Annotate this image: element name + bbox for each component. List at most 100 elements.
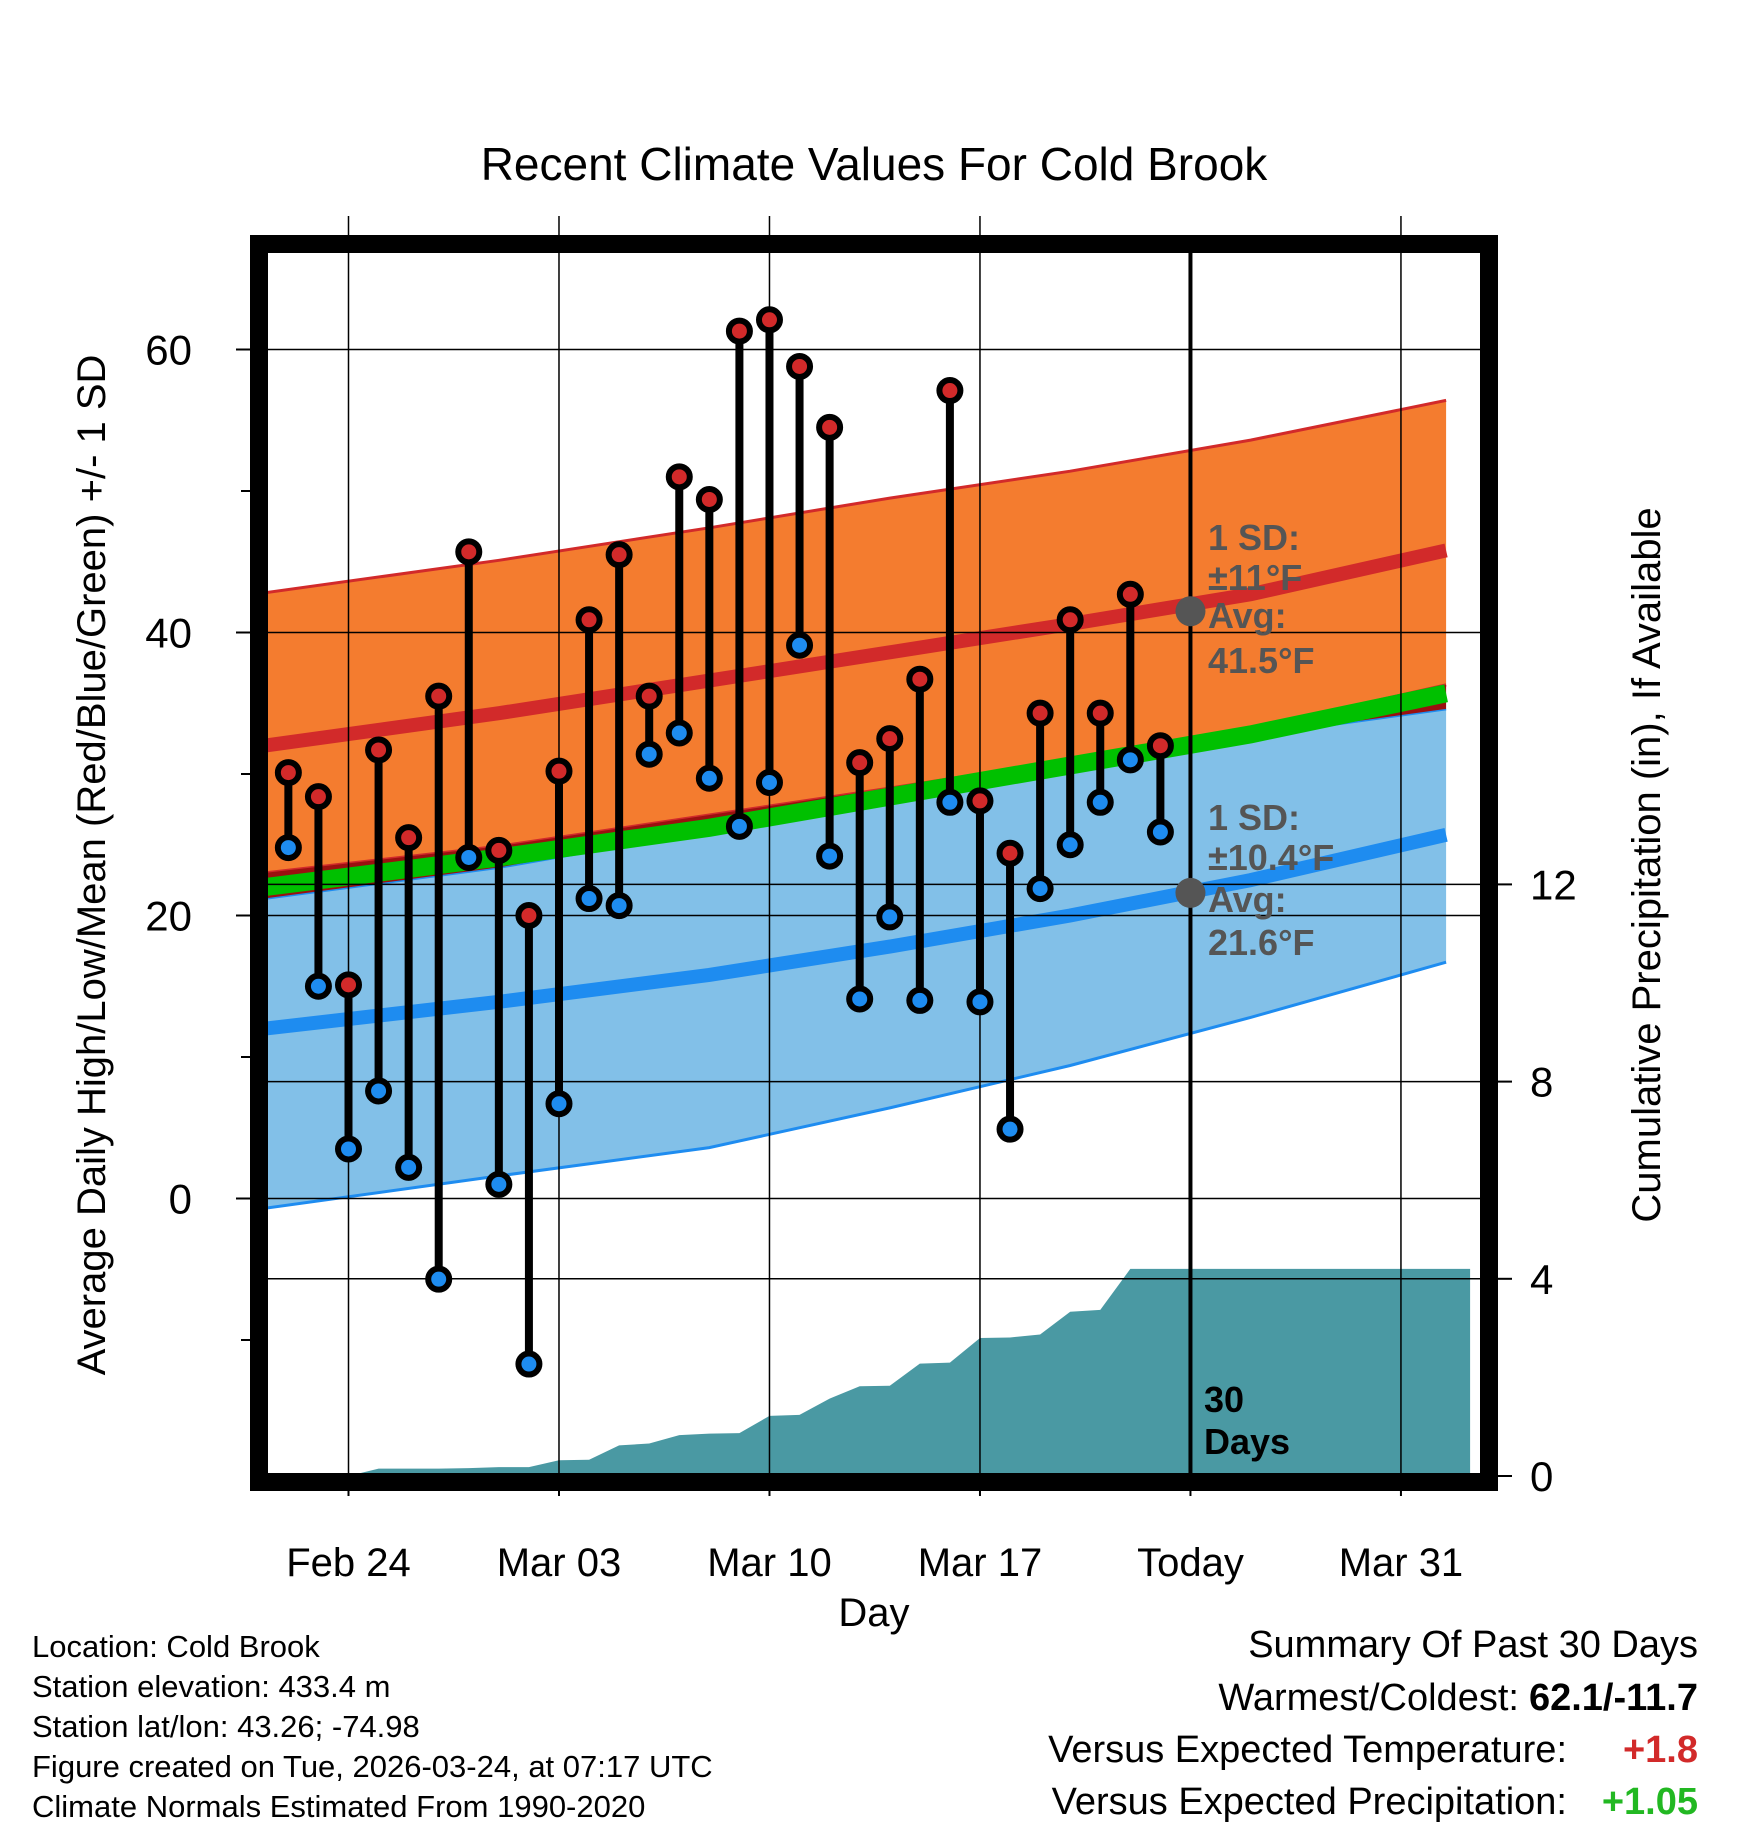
low-point-24	[996, 1115, 1024, 1143]
high-point-25	[1026, 699, 1054, 727]
high-point-19	[846, 749, 874, 777]
high-point-3	[365, 736, 393, 764]
normal-high-mean-line	[266, 543, 1448, 753]
high-point-16	[755, 306, 783, 334]
low-point-2	[335, 1135, 362, 1163]
low-point-12	[635, 740, 663, 768]
high-point-26	[1056, 606, 1084, 634]
y2-tick-label-3: 12	[1530, 861, 1577, 908]
y-tick-label-0: 0	[169, 1176, 192, 1223]
precip-area	[356, 1268, 1471, 1474]
low-point-0	[274, 834, 302, 862]
low-point-29	[1146, 818, 1174, 846]
low-point-19	[846, 985, 874, 1013]
low-point-27	[1086, 788, 1114, 816]
low-point-21	[906, 986, 934, 1014]
high-point-23	[966, 787, 994, 815]
high-point-7	[485, 836, 513, 864]
y-tick-label-3: 60	[145, 327, 192, 374]
high-point-8	[515, 902, 543, 929]
footer-latlon: Station lat/lon: 43.26; -74.98	[32, 1709, 420, 1744]
high-point-10	[575, 606, 603, 634]
low-point-1	[304, 972, 332, 1000]
high-point-5	[425, 682, 453, 710]
summary-temp-label: Versus Expected Temperature:	[1048, 1729, 1567, 1771]
high-point-9	[545, 757, 573, 785]
days-label-count: 30	[1204, 1379, 1244, 1420]
high-sd-value: ±11°F	[1208, 557, 1302, 598]
summary-warm-cold-label: Warmest/Coldest:	[1218, 1677, 1519, 1719]
high-point-12	[635, 682, 663, 710]
low-point-15	[725, 812, 753, 840]
low-point-16	[755, 768, 783, 796]
low-avg-point	[1175, 877, 1206, 908]
x-tick-label-5: Mar 31	[1339, 1541, 1464, 1585]
high-point-2	[335, 971, 362, 999]
normal-high-band	[266, 400, 1447, 873]
low-point-14	[695, 764, 723, 792]
high-point-17	[786, 352, 814, 380]
high-avg-value: 41.5°F	[1208, 640, 1314, 681]
low-point-10	[575, 885, 603, 913]
footer-location: Location: Cold Brook	[32, 1629, 320, 1664]
high-point-14	[695, 485, 723, 513]
x-tick-label-4: Today	[1137, 1541, 1244, 1585]
summary-precip-value: +1.05	[1602, 1781, 1698, 1823]
high-point-15	[725, 317, 753, 345]
low-point-23	[966, 988, 994, 1016]
high-point-22	[936, 377, 964, 405]
high-point-20	[876, 725, 904, 753]
y2-tick-label-2: 8	[1530, 1059, 1553, 1106]
footer-created: Figure created on Tue, 2026-03-24, at 07…	[32, 1749, 713, 1784]
low-sd-value: ±10.4°F	[1208, 837, 1334, 878]
low-point-8	[515, 1350, 543, 1378]
y-tick-label-1: 20	[145, 893, 192, 940]
high-point-24	[996, 839, 1024, 867]
chart-title: Recent Climate Values For Cold Brook	[481, 138, 1269, 190]
footer-elevation: Station elevation: 433.4 m	[32, 1669, 390, 1704]
high-point-13	[665, 463, 693, 491]
high-point-4	[395, 824, 423, 852]
high-avg-point	[1175, 596, 1206, 627]
x-tick-label-3: Mar 17	[918, 1541, 1043, 1585]
station-footer: Location: Cold Brook Station elevation: …	[32, 1629, 713, 1824]
low-point-18	[816, 842, 844, 870]
x-tick-label-1: Mar 03	[497, 1541, 622, 1585]
low-point-26	[1056, 831, 1084, 859]
y2-tick-label-1: 4	[1530, 1256, 1553, 1303]
x-tick-label-2: Mar 10	[707, 1541, 832, 1585]
low-point-5	[425, 1265, 453, 1293]
low-point-22	[936, 788, 964, 816]
y2-tick-label-0: 0	[1530, 1453, 1553, 1500]
high-point-18	[816, 413, 844, 441]
summary-block: Summary Of Past 30 Days Warmest/Coldest:…	[1048, 1624, 1698, 1823]
y-tick-label-2: 40	[145, 610, 192, 657]
high-point-11	[605, 541, 633, 569]
low-point-28	[1116, 746, 1144, 774]
low-avg-value: 21.6°F	[1208, 922, 1314, 963]
low-point-17	[786, 631, 814, 659]
high-point-28	[1116, 580, 1144, 608]
footer-normals: Climate Normals Estimated From 1990-2020	[32, 1789, 645, 1824]
high-avg-label: Avg:	[1208, 595, 1287, 636]
low-point-20	[876, 903, 904, 931]
y2-axis-label: Cumulative Precipitation (in), If Availa…	[1625, 507, 1669, 1222]
high-point-1	[304, 783, 332, 811]
low-point-9	[545, 1090, 573, 1118]
low-avg-label: Avg:	[1208, 879, 1287, 920]
normal-high-upper-line	[266, 398, 1447, 595]
days-label-days: Days	[1204, 1421, 1290, 1462]
low-point-4	[395, 1153, 423, 1181]
high-point-6	[455, 538, 483, 566]
low-point-7	[485, 1170, 513, 1198]
high-sd-label: 1 SD:	[1208, 517, 1300, 558]
low-point-25	[1026, 875, 1054, 903]
y-axis-label: Average Daily High/Low/Mean (Red/Blue/Gr…	[70, 355, 114, 1376]
low-sd-label: 1 SD:	[1208, 797, 1300, 838]
low-point-11	[605, 892, 633, 920]
x-tick-label-0: Feb 24	[286, 1541, 411, 1585]
low-point-3	[365, 1077, 393, 1105]
low-point-13	[665, 719, 693, 747]
